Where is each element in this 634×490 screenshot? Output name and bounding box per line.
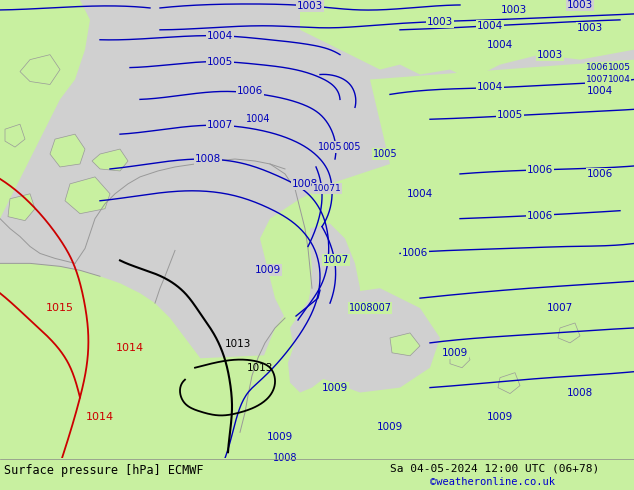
Polygon shape <box>0 0 90 219</box>
Text: 1008007: 1008007 <box>349 303 392 313</box>
Text: 1004: 1004 <box>587 86 613 97</box>
Text: 1006: 1006 <box>402 248 428 258</box>
Polygon shape <box>288 223 360 392</box>
Text: 1005: 1005 <box>207 57 233 67</box>
Polygon shape <box>450 348 470 368</box>
Text: 1003: 1003 <box>501 5 527 15</box>
Polygon shape <box>65 177 110 214</box>
Polygon shape <box>558 323 580 343</box>
Text: 10071: 10071 <box>313 184 341 194</box>
Text: 1004: 1004 <box>246 114 270 124</box>
Text: 1006: 1006 <box>587 169 613 179</box>
Polygon shape <box>300 0 634 79</box>
Text: 1006: 1006 <box>527 211 553 220</box>
Text: 1004: 1004 <box>477 21 503 31</box>
Text: 1009: 1009 <box>322 383 348 392</box>
Text: 1006: 1006 <box>527 165 553 175</box>
Text: 1005: 1005 <box>373 149 398 159</box>
Polygon shape <box>92 149 128 171</box>
Text: 1015: 1015 <box>46 303 74 313</box>
Polygon shape <box>5 124 25 147</box>
Text: 1005: 1005 <box>318 142 342 152</box>
Text: 1007: 1007 <box>586 75 609 84</box>
Text: Surface pressure [hPa] ECMWF: Surface pressure [hPa] ECMWF <box>4 464 204 477</box>
Text: 1004: 1004 <box>477 82 503 93</box>
Text: Sa 04-05-2024 12:00 UTC (06+78): Sa 04-05-2024 12:00 UTC (06+78) <box>390 463 599 473</box>
Polygon shape <box>8 194 35 220</box>
Text: 1008: 1008 <box>195 154 221 164</box>
Polygon shape <box>390 333 420 356</box>
Polygon shape <box>0 338 634 458</box>
Text: 1007: 1007 <box>323 255 349 266</box>
Text: 1004: 1004 <box>407 189 433 199</box>
Text: 1009: 1009 <box>487 413 513 422</box>
Text: 1003: 1003 <box>577 23 603 33</box>
Text: ©weatheronline.co.uk: ©weatheronline.co.uk <box>430 477 555 487</box>
Polygon shape <box>0 0 634 458</box>
Text: 1004: 1004 <box>487 40 513 49</box>
Text: 1013: 1013 <box>247 363 273 373</box>
Text: 1004: 1004 <box>207 31 233 41</box>
Text: 1003: 1003 <box>567 0 593 10</box>
Polygon shape <box>260 60 634 458</box>
Polygon shape <box>20 55 60 84</box>
Polygon shape <box>50 134 85 167</box>
Text: 1004: 1004 <box>607 75 630 84</box>
Text: 1008: 1008 <box>273 453 297 463</box>
Text: 1007: 1007 <box>207 120 233 130</box>
Text: 1006: 1006 <box>586 63 609 72</box>
Text: 1003: 1003 <box>537 49 563 60</box>
Text: 1014: 1014 <box>116 343 144 353</box>
Text: 1005: 1005 <box>497 110 523 120</box>
Text: 1008: 1008 <box>567 388 593 397</box>
Polygon shape <box>498 373 520 393</box>
Polygon shape <box>290 288 440 392</box>
Text: 1013: 1013 <box>225 339 251 349</box>
Text: 005: 005 <box>343 142 361 152</box>
Text: 1008: 1008 <box>292 179 318 189</box>
Text: 1003: 1003 <box>297 1 323 11</box>
Text: 1003: 1003 <box>427 17 453 27</box>
Text: 1009: 1009 <box>267 432 293 442</box>
Text: 1009: 1009 <box>442 348 468 358</box>
Text: 1014: 1014 <box>86 413 114 422</box>
Text: 1006: 1006 <box>237 86 263 97</box>
Text: 1005: 1005 <box>607 63 630 72</box>
Text: 1007: 1007 <box>547 303 573 313</box>
Text: 1009: 1009 <box>255 265 281 275</box>
Text: 1009: 1009 <box>377 422 403 432</box>
